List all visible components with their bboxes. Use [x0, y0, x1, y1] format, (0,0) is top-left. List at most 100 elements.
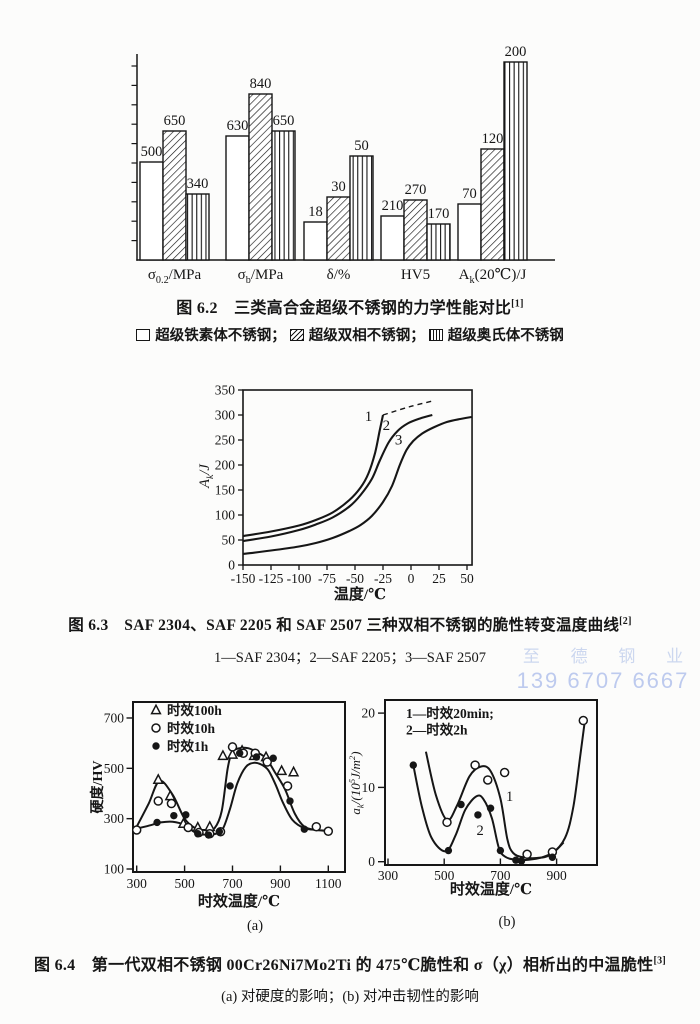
svg-text:210: 210: [382, 198, 404, 214]
curve-2: [242, 413, 433, 543]
svg-text:10: 10: [362, 780, 376, 795]
svg-text:Ak/J: Ak/J: [197, 464, 216, 489]
svg-text:70: 70: [462, 186, 477, 202]
fig62-caption-ref: [1]: [511, 298, 524, 310]
svg-text:150: 150: [215, 483, 236, 498]
svg-text:1: 1: [365, 409, 373, 425]
svg-text:500: 500: [104, 761, 125, 776]
open-circle-marker: [183, 822, 193, 833]
svg-text:25: 25: [432, 571, 446, 586]
svg-text:700: 700: [222, 876, 243, 891]
svg-text:30: 30: [331, 179, 346, 195]
svg-text:2—时效2h: 2—时效2h: [406, 722, 468, 738]
filled-circle-marker: [226, 782, 234, 790]
open-circle-marker: [262, 757, 272, 767]
filled-circle-marker: [512, 856, 520, 864]
fig64b-toughness-chart: 300 500 700 900 0 10 20 1—时效20min;2—时效2h 1 2 时效温度/…: [347, 699, 598, 898]
filled-circle-marker: [548, 853, 557, 861]
triangle-marker: [150, 703, 162, 715]
triangle-marker: [226, 748, 239, 759]
svg-text:0: 0: [408, 571, 415, 586]
open-circle-marker: [311, 821, 322, 832]
svg-text:200: 200: [215, 458, 236, 473]
svg-text:500: 500: [434, 868, 455, 883]
filled-circle-marker: [194, 830, 202, 838]
svg-text:δ/%: δ/%: [327, 267, 351, 283]
svg-text:630: 630: [227, 118, 249, 134]
svg-text:500: 500: [174, 876, 195, 891]
diagonal-hatch-swatch-icon: [289, 328, 304, 341]
vertical-hatch-swatch-icon: [428, 328, 443, 341]
svg-text:170: 170: [428, 206, 450, 222]
svg-text:100: 100: [104, 862, 125, 877]
open-circle-marker: [470, 760, 480, 770]
svg-text:HV5: HV5: [401, 267, 430, 283]
svg-text:σb/MPa: σb/MPa: [238, 267, 284, 286]
bar: [248, 93, 273, 261]
bar: [185, 193, 210, 261]
filled-circle-marker: [182, 811, 190, 819]
legend-label: 超级双相不锈钢；: [308, 328, 425, 344]
bar: [349, 155, 374, 261]
open-circle-marker: [227, 742, 238, 752]
svg-text:0: 0: [228, 558, 235, 573]
bar: [139, 161, 164, 261]
fig64a-label: (a): [246, 918, 264, 934]
svg-text:时效10h: 时效10h: [167, 720, 215, 736]
open-circle-marker: [578, 715, 589, 726]
bar: [303, 221, 328, 261]
bar: [326, 196, 351, 261]
filled-circle-marker: [269, 754, 277, 762]
svg-text:50: 50: [460, 571, 474, 586]
svg-text:250: 250: [215, 433, 236, 448]
bar: [457, 203, 482, 261]
filled-circle-marker: [474, 811, 482, 819]
filled-circle-marker: [496, 846, 505, 855]
svg-text:100: 100: [215, 508, 236, 523]
open-circle-marker: [151, 723, 161, 733]
svg-text:-125: -125: [259, 571, 284, 586]
svg-text:700: 700: [104, 710, 125, 725]
filled-circle-marker: [444, 846, 453, 855]
triangle-marker: [152, 773, 164, 784]
svg-text:500: 500: [141, 144, 163, 160]
svg-text:50: 50: [354, 138, 369, 154]
svg-text:1100: 1100: [315, 876, 342, 891]
filled-circle-marker: [517, 857, 526, 865]
svg-text:0: 0: [368, 854, 375, 869]
filled-circle-marker: [235, 749, 244, 757]
svg-text:时效100h: 时效100h: [167, 702, 222, 718]
svg-text:2: 2: [383, 418, 391, 434]
svg-text:900: 900: [270, 876, 291, 891]
fig64-caption-text: 图 6.4 第一代双相不锈钢 00Cr26Ni7Mo2Ti 的 475℃脆性和 …: [33, 957, 654, 974]
svg-text:2: 2: [477, 823, 484, 839]
svg-text:270: 270: [405, 182, 427, 198]
curve-1: [135, 746, 329, 832]
legend-item-duplex: 超级双相不锈钢；: [289, 324, 425, 345]
fig62-caption: 图 6.2 三类高合金超级不锈钢的力学性能对比[1]: [0, 294, 700, 318]
svg-text:时效温度/℃: 时效温度/℃: [450, 880, 532, 898]
svg-text:Ak(20℃)/J: Ak(20℃)/J: [459, 267, 527, 286]
curve-3: [242, 415, 472, 556]
svg-text:900: 900: [546, 868, 567, 883]
svg-text:1: 1: [506, 789, 513, 805]
svg-text:300: 300: [127, 876, 148, 891]
bar: [426, 223, 451, 261]
triangle-marker: [275, 764, 288, 776]
svg-text:-25: -25: [374, 571, 392, 586]
svg-text:温度/℃: 温度/℃: [334, 585, 386, 603]
svg-text:-75: -75: [318, 571, 336, 586]
curve-1: [424, 721, 586, 860]
open-circle-marker: [522, 849, 532, 860]
filled-circle-marker: [170, 811, 178, 820]
svg-text:硬度/HV: 硬度/HV: [89, 761, 106, 814]
svg-text:时效1h: 时效1h: [167, 738, 209, 754]
fig63-caption-text: 图 6.3 SAF 2304、SAF 2205 和 SAF 2507 三种双相不…: [68, 617, 620, 634]
open-circle-marker: [442, 817, 452, 828]
plain-swatch-icon: [136, 328, 151, 341]
fig64-caption-ref: [3]: [653, 955, 666, 967]
fig64b-label: (b): [498, 914, 516, 930]
svg-text:3: 3: [395, 433, 403, 449]
